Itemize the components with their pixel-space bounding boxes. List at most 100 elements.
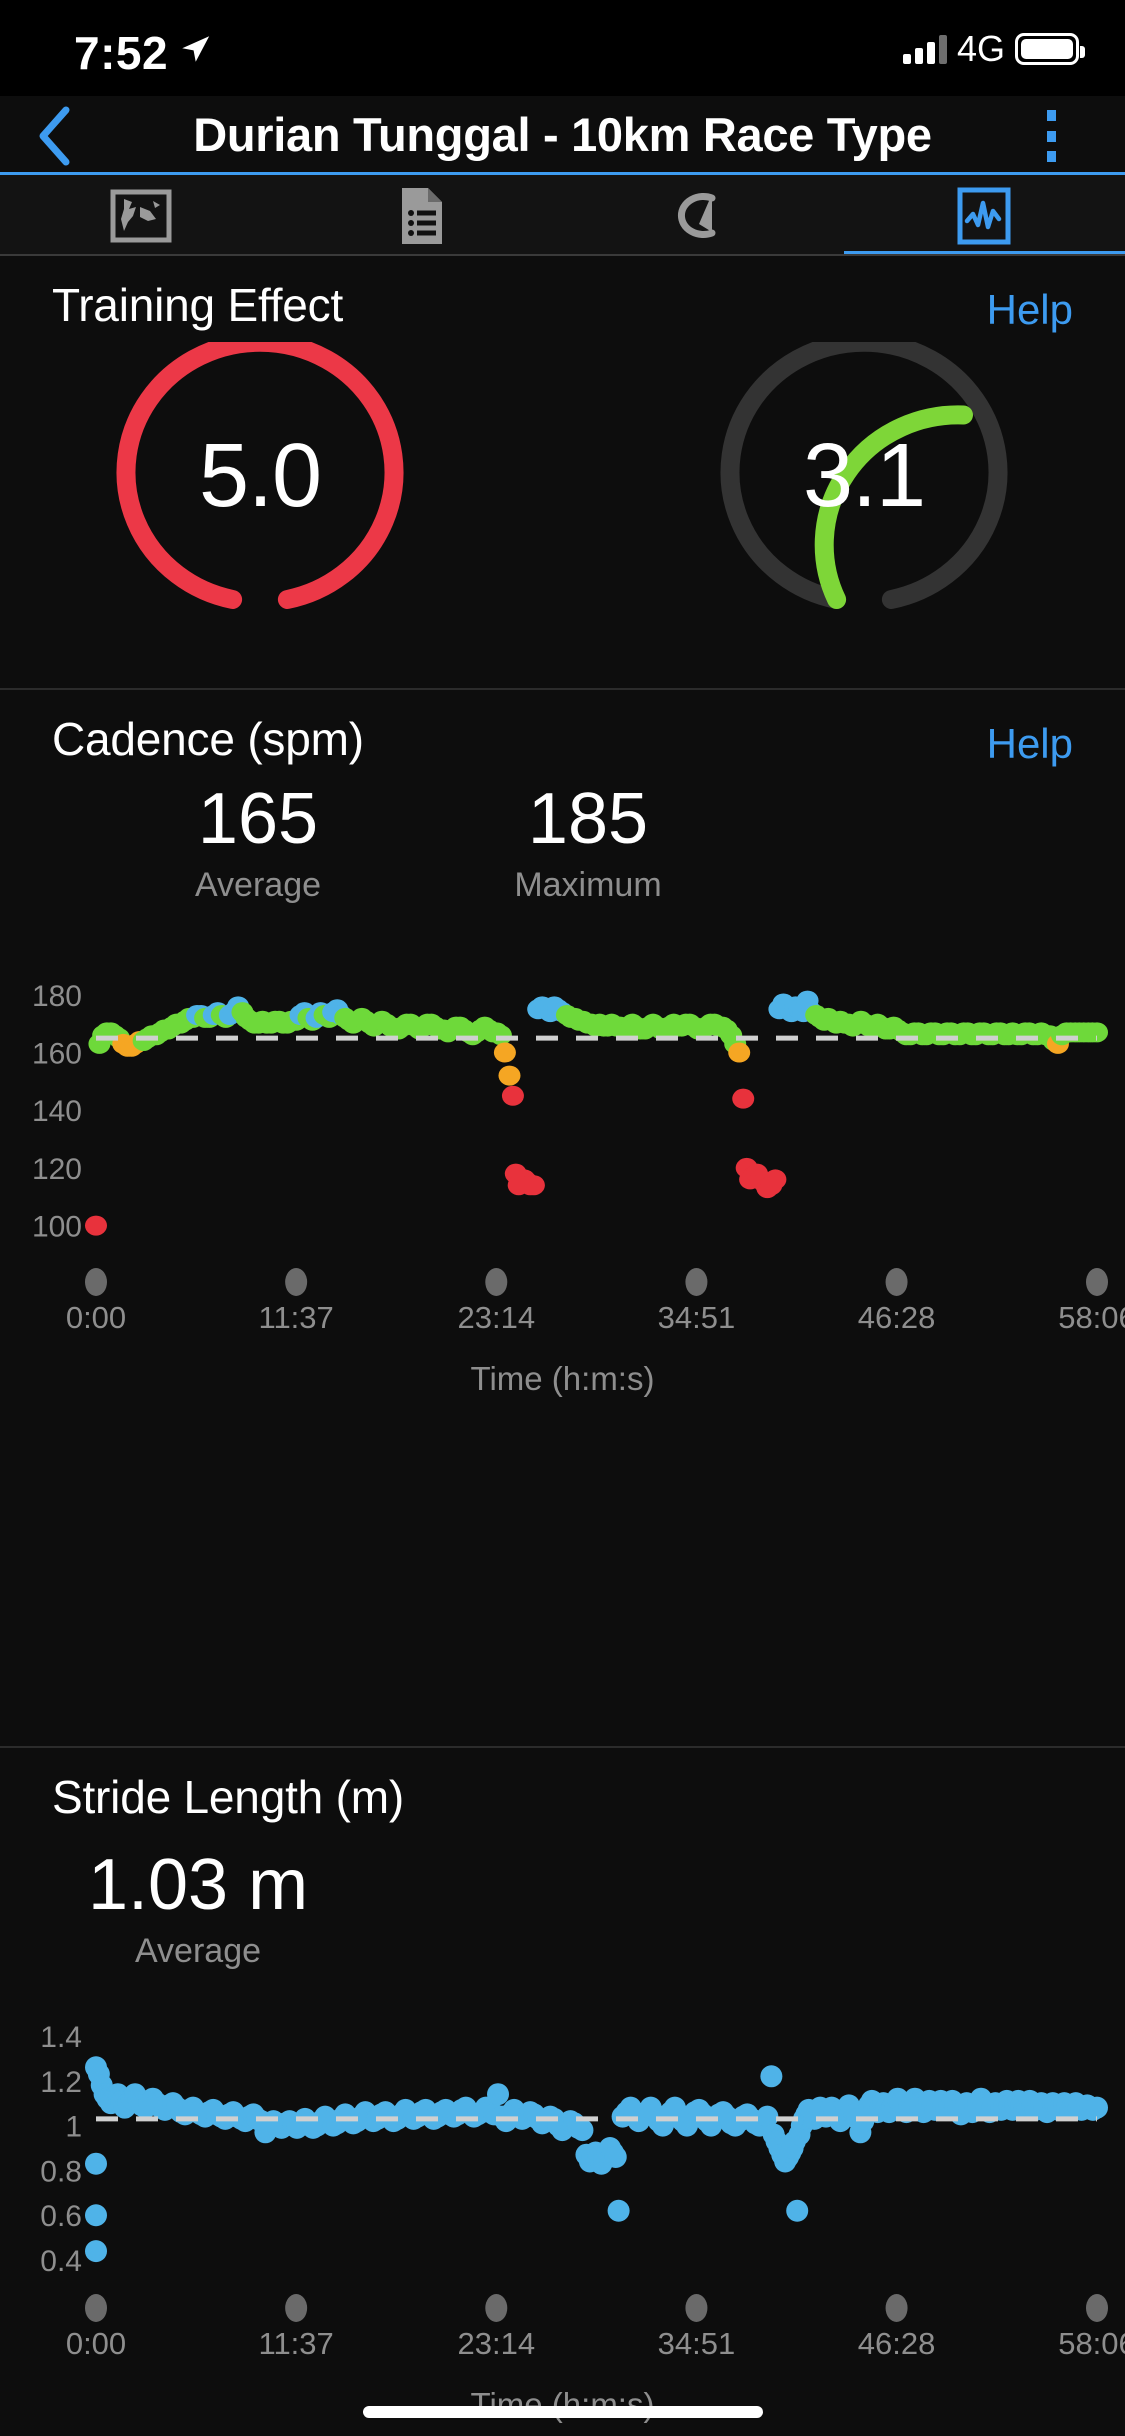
- x-axis-tick-label: 0:00: [66, 1300, 126, 1335]
- y-axis-tick-label: 0.4: [40, 2245, 82, 2278]
- x-axis-tick-label: 0:00: [66, 2326, 126, 2361]
- tab-bar: [0, 175, 1125, 256]
- x-axis-tick-marker: [485, 2294, 508, 2322]
- x-axis-tick-label: 11:37: [259, 2326, 334, 2361]
- x-axis-tick-marker: [285, 1268, 308, 1296]
- y-axis-tick-label: 100: [32, 1211, 82, 1244]
- navigation-bar: Durian Tunggal - 10km Race Type: [0, 96, 1125, 173]
- x-axis-tick-marker: [285, 2294, 308, 2322]
- stride-length-section: Stride Length (m) 1.03 m Average 0.4 0.6 0…: [0, 1748, 1125, 2436]
- cadence-average-label: Average: [194, 866, 322, 904]
- signal-strength-icon: [902, 34, 947, 64]
- gauge-anaerobic: 3.1: [716, 342, 1012, 610]
- x-axis-tick-marker: [485, 1268, 508, 1296]
- map-icon: [110, 189, 172, 242]
- data-point: [493, 1042, 516, 1063]
- x-axis-tick-label: 23:14: [457, 2326, 535, 2361]
- tab-laps[interactable]: [563, 175, 844, 256]
- training-effect-help-link[interactable]: Help: [986, 286, 1073, 333]
- data-point: [786, 2199, 809, 2222]
- gauge-aerobic-arc: [116, 342, 404, 609]
- x-axis-tick-label: 34:51: [658, 1300, 736, 1335]
- training-effect-title: Training Effect: [52, 279, 344, 331]
- x-axis-tick-marker: [1086, 1268, 1108, 1296]
- data-point: [1086, 2096, 1108, 2119]
- home-indicator: [362, 2406, 763, 2418]
- status-bar: 7:52 4G: [0, 0, 1125, 96]
- gauge-anaerobic-arc: [814, 405, 973, 609]
- tab-charts[interactable]: [843, 175, 1125, 256]
- section-divider: [0, 688, 1125, 690]
- data-point: [501, 1085, 524, 1106]
- gauge-anaerobic-track: [720, 342, 1008, 609]
- battery-icon: [1015, 33, 1085, 65]
- gauge-anaerobic-value: 3.1: [802, 425, 926, 526]
- data-point: [85, 2204, 107, 2227]
- x-axis-tick-marker: [85, 1268, 107, 1296]
- tab-details[interactable]: [281, 175, 562, 256]
- cadence-maximum-label: Maximum: [514, 866, 662, 904]
- cadence-chart[interactable]: 100 120 140 160 180 0:00 11:37 23:14 34:51 46:28 5…: [0, 948, 1125, 1418]
- tab-map[interactable]: [0, 175, 281, 256]
- y-axis-tick-label: 120: [32, 1153, 82, 1186]
- y-axis-tick-label: 180: [32, 980, 82, 1013]
- y-axis-tick-label: 0.6: [40, 2200, 82, 2233]
- cadence-maximum-value: 185: [527, 779, 649, 859]
- back-button[interactable]: [22, 104, 86, 168]
- x-axis-tick-marker: [685, 1268, 708, 1296]
- cadence-average-value: 165: [197, 779, 319, 859]
- stride-length-title: Stride Length (m): [52, 1771, 404, 1823]
- y-axis-tick-label: 1.4: [40, 2021, 82, 2054]
- laps-loop-icon: [678, 192, 716, 238]
- data-point: [604, 2145, 627, 2168]
- data-point: [487, 2083, 510, 2106]
- stride-length-average-label: Average: [134, 1932, 262, 1970]
- gauge-aerobic-value: 5.0: [198, 425, 322, 526]
- tab-bar-bottom-rule: [0, 254, 1125, 256]
- chart-pulse-icon: [957, 187, 1011, 244]
- kebab-dot: [1046, 110, 1056, 121]
- document-list-icon: [401, 187, 442, 244]
- data-point: [498, 1065, 521, 1086]
- x-axis-tick-marker: [85, 2294, 107, 2322]
- data-point: [728, 1042, 751, 1063]
- stride-length-average-value: 1.03 m: [87, 1845, 309, 1925]
- gauge-aerobic: 5.0: [112, 342, 408, 610]
- active-tab-underline: [843, 251, 1125, 256]
- network-type-label: 4G: [956, 28, 1005, 69]
- stride-length-chart[interactable]: 0.4 0.6 0.8 1 1.2 1.4 0:00 11:37 23:14 34:51 46:28…: [0, 2000, 1125, 2436]
- nav-accent-rule: [0, 172, 1125, 175]
- location-arrow-icon: [182, 36, 210, 62]
- x-axis-tick-label: 58:06: [1058, 1300, 1125, 1335]
- cadence-help-link[interactable]: Help: [986, 720, 1073, 767]
- data-point: [1086, 1022, 1108, 1043]
- kebab-dot: [1046, 130, 1056, 142]
- data-point: [732, 1088, 755, 1109]
- data-point: [756, 2105, 779, 2128]
- page-title: Durian Tunggal - 10km Race Type: [193, 108, 932, 161]
- y-axis-tick-label: 140: [32, 1095, 82, 1128]
- kebab-dot: [1046, 151, 1056, 162]
- data-point: [85, 1215, 107, 1236]
- y-axis-tick-label: 160: [32, 1038, 82, 1071]
- x-axis-tick-label: 46:28: [858, 1300, 936, 1335]
- y-axis-tick-label: 1.2: [40, 2066, 82, 2099]
- training-effect-gauges: 5.0 Aerobic 3.1 Anaerobic: [0, 334, 1125, 747]
- data-point: [85, 2240, 107, 2263]
- data-point: [760, 2065, 783, 2088]
- cadence-title: Cadence (spm): [52, 713, 364, 765]
- x-axis-tick-label: 23:14: [457, 1300, 535, 1335]
- x-axis-tick-label: 58:06: [1058, 2326, 1125, 2361]
- data-point: [764, 1169, 787, 1190]
- overflow-menu-button[interactable]: [1029, 110, 1073, 162]
- data-point: [571, 2119, 594, 2142]
- chevron-left-icon: [39, 106, 70, 166]
- x-axis-tick-marker: [685, 2294, 708, 2322]
- y-axis-tick-label: 0.8: [40, 2155, 82, 2188]
- data-point: [607, 2199, 630, 2222]
- x-axis-tick-label: 34:51: [658, 2326, 736, 2361]
- section-divider: [0, 1746, 1125, 1748]
- status-bar-time: 7:52: [74, 27, 169, 79]
- data-point: [522, 1175, 545, 1196]
